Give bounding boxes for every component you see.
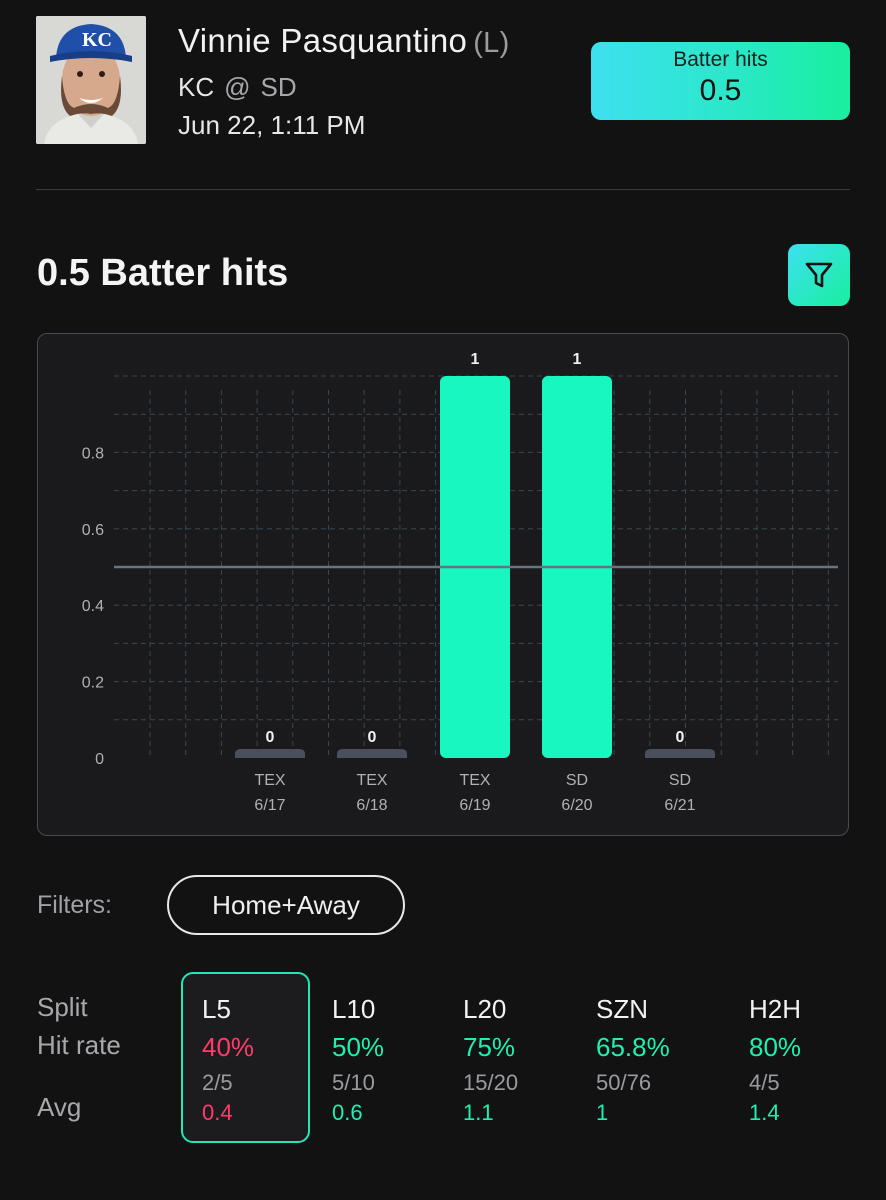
bar xyxy=(645,749,715,758)
split-hit-rate: 65.8% xyxy=(596,1032,670,1062)
bar-data-label: 1 xyxy=(471,351,480,368)
split-avg: 0.4 xyxy=(202,1100,233,1125)
split-hit-rate: 40% xyxy=(202,1032,255,1062)
x-tick-date: 6/19 xyxy=(459,797,490,814)
split-avg: 0.6 xyxy=(332,1100,363,1125)
bar-data-label: 1 xyxy=(573,351,582,368)
split-hit-rate: 50% xyxy=(332,1032,385,1062)
bar xyxy=(337,749,407,758)
split-ratio: 15/20 xyxy=(463,1070,519,1095)
y-tick-label: 0 xyxy=(95,751,104,768)
hit-rate-row-label: Hit rate xyxy=(37,1030,121,1060)
bar-data-label: 0 xyxy=(266,729,275,746)
game-time: Jun 22, 1:11 PM xyxy=(178,110,366,140)
bar-data-label: 0 xyxy=(676,729,685,746)
x-tick-date: 6/21 xyxy=(664,797,695,814)
y-tick-label: 0.8 xyxy=(82,445,104,462)
x-tick-opponent: TEX xyxy=(459,772,490,789)
split-hit-rate: 80% xyxy=(749,1032,802,1062)
player-avatar: KC xyxy=(36,16,146,144)
split-l5-selected-box[interactable] xyxy=(181,972,310,1143)
x-tick-opponent: SD xyxy=(566,772,588,789)
x-tick-date: 6/18 xyxy=(356,797,387,814)
team-abbr: KC xyxy=(178,72,215,102)
x-tick-opponent: TEX xyxy=(356,772,387,789)
y-tick-label: 0.6 xyxy=(82,522,104,539)
avg-row-label: Avg xyxy=(37,1092,82,1122)
home-away-filter-chip[interactable]: Home+Away xyxy=(167,875,405,935)
prop-value: 0.5 xyxy=(699,74,742,107)
player-name-text: Vinnie Pasquantino xyxy=(178,22,468,59)
player-name[interactable]: Vinnie Pasquantino (L) xyxy=(178,22,510,60)
opponent-abbr: SD xyxy=(260,72,297,102)
at-symbol: @ xyxy=(224,72,251,102)
y-tick-label: 0.2 xyxy=(82,675,104,692)
split-name: SZN xyxy=(596,994,648,1024)
filter-funnel-icon xyxy=(805,262,833,288)
split-row-label: Split xyxy=(37,992,88,1022)
bar-data-label: 0 xyxy=(368,729,377,746)
y-tick-label: 0.4 xyxy=(82,598,104,615)
chart-card: 0 0.2 0.4 0.6 0.8 0 TEX 6/17 0 TEX 6/18 1 TEX 6/19 1 SD… xyxy=(37,333,849,836)
x-tick-date: 6/20 xyxy=(561,797,592,814)
header-divider xyxy=(36,189,850,190)
split-name: L5 xyxy=(202,994,231,1024)
split-avg: 1.4 xyxy=(749,1100,780,1125)
section-title: 0.5 Batter hits xyxy=(37,252,289,294)
filter-button[interactable] xyxy=(788,244,850,306)
split-ratio: 4/5 xyxy=(749,1070,780,1095)
matchup: KC @ SD xyxy=(178,72,297,103)
split-ratio: 5/10 xyxy=(332,1070,375,1095)
filters-label: Filters: xyxy=(37,891,112,919)
x-tick-opponent: SD xyxy=(669,772,691,789)
prop-label: Batter hits xyxy=(673,48,768,71)
x-tick-opponent: TEX xyxy=(254,772,285,789)
hits-bar-chart: 0 0.2 0.4 0.6 0.8 0 TEX 6/17 0 TEX 6/18 1 TEX 6/19 1 SD… xyxy=(82,351,838,814)
split-hit-rate: 75% xyxy=(463,1032,516,1062)
split-avg: 1.1 xyxy=(463,1100,494,1125)
svg-text:KC: KC xyxy=(82,29,112,51)
split-ratio: 50/76 xyxy=(596,1070,652,1095)
split-name: L20 xyxy=(463,994,507,1024)
handedness-label: (L) xyxy=(473,27,510,59)
split-name: L10 xyxy=(332,994,376,1024)
split-ratio: 2/5 xyxy=(202,1070,233,1095)
split-name: H2H xyxy=(749,994,802,1024)
split-avg: 1 xyxy=(596,1100,609,1125)
prop-line-button[interactable]: Batter hits 0.5 xyxy=(591,42,850,120)
bar xyxy=(235,749,305,758)
x-tick-date: 6/17 xyxy=(254,797,285,814)
